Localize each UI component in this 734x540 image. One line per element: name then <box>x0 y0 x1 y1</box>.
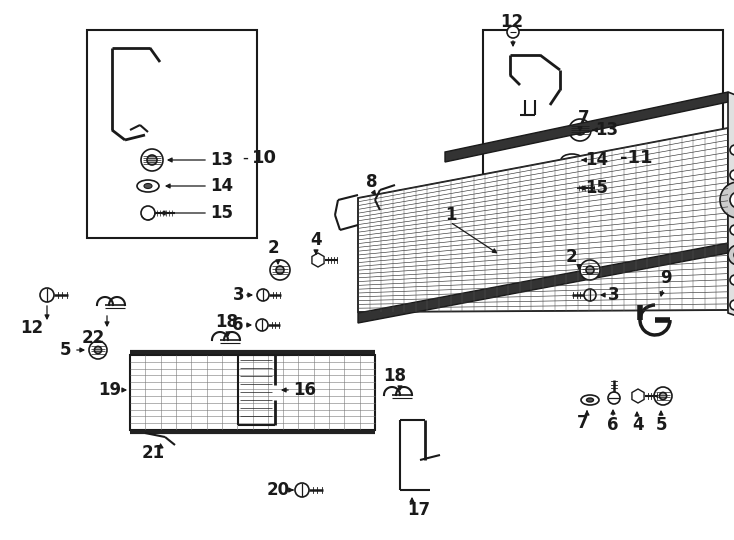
Circle shape <box>730 170 734 180</box>
Text: 2: 2 <box>566 248 578 266</box>
Circle shape <box>141 206 155 220</box>
Circle shape <box>276 266 284 274</box>
Text: 12: 12 <box>20 319 43 337</box>
Text: 17: 17 <box>407 501 430 519</box>
Circle shape <box>586 266 594 274</box>
Circle shape <box>584 289 596 301</box>
Circle shape <box>730 225 734 235</box>
Text: 5: 5 <box>60 341 71 359</box>
Circle shape <box>89 341 107 359</box>
Text: 2: 2 <box>268 239 280 257</box>
Text: 12: 12 <box>500 13 523 31</box>
Circle shape <box>563 181 577 195</box>
Polygon shape <box>632 389 644 403</box>
Text: 14: 14 <box>585 151 608 169</box>
Text: 3: 3 <box>233 286 244 304</box>
Ellipse shape <box>581 395 599 405</box>
Text: 6: 6 <box>232 316 244 334</box>
Ellipse shape <box>586 398 594 402</box>
Text: 15: 15 <box>585 179 608 197</box>
Circle shape <box>95 346 101 354</box>
Text: 13: 13 <box>210 151 233 169</box>
Circle shape <box>295 483 309 497</box>
Polygon shape <box>728 92 734 320</box>
Text: 20: 20 <box>267 481 290 499</box>
Text: 13: 13 <box>595 121 618 139</box>
Circle shape <box>730 145 734 155</box>
Polygon shape <box>358 243 728 323</box>
Text: 16: 16 <box>293 381 316 399</box>
Circle shape <box>40 288 54 302</box>
Polygon shape <box>445 92 728 162</box>
Circle shape <box>507 26 519 38</box>
Circle shape <box>147 155 157 165</box>
Text: 5: 5 <box>656 416 667 434</box>
Text: 18: 18 <box>215 313 238 331</box>
Circle shape <box>654 387 672 405</box>
Text: 7: 7 <box>578 109 589 127</box>
Ellipse shape <box>561 154 583 166</box>
Circle shape <box>608 392 620 404</box>
Ellipse shape <box>144 184 152 188</box>
Circle shape <box>728 245 734 265</box>
Text: -11: -11 <box>620 149 653 167</box>
Text: 7: 7 <box>577 414 589 432</box>
Polygon shape <box>358 128 728 312</box>
Text: 6: 6 <box>607 416 619 434</box>
Text: 1: 1 <box>445 206 457 224</box>
Circle shape <box>730 300 734 310</box>
Circle shape <box>569 119 591 141</box>
Text: 4: 4 <box>310 231 321 249</box>
Text: 18: 18 <box>383 367 406 385</box>
Circle shape <box>141 149 163 171</box>
Bar <box>87 30 257 238</box>
Circle shape <box>720 182 734 218</box>
Text: 14: 14 <box>210 177 233 195</box>
Ellipse shape <box>568 158 576 163</box>
Circle shape <box>730 275 734 285</box>
Polygon shape <box>312 253 324 267</box>
Text: 9: 9 <box>660 269 672 287</box>
Text: 21: 21 <box>142 444 165 462</box>
Polygon shape <box>130 355 375 430</box>
Circle shape <box>730 192 734 208</box>
Bar <box>483 30 723 240</box>
Ellipse shape <box>137 180 159 192</box>
Circle shape <box>256 319 268 331</box>
Circle shape <box>270 260 290 280</box>
Text: 4: 4 <box>632 416 644 434</box>
Text: 15: 15 <box>210 204 233 222</box>
Circle shape <box>659 393 666 400</box>
Text: 19: 19 <box>98 381 121 399</box>
Text: 22: 22 <box>82 329 105 347</box>
Circle shape <box>580 260 600 280</box>
Circle shape <box>257 289 269 301</box>
Text: -: - <box>242 149 248 167</box>
Circle shape <box>575 125 585 135</box>
Text: 3: 3 <box>608 286 619 304</box>
Text: 8: 8 <box>366 173 377 191</box>
Text: 10: 10 <box>252 149 277 167</box>
